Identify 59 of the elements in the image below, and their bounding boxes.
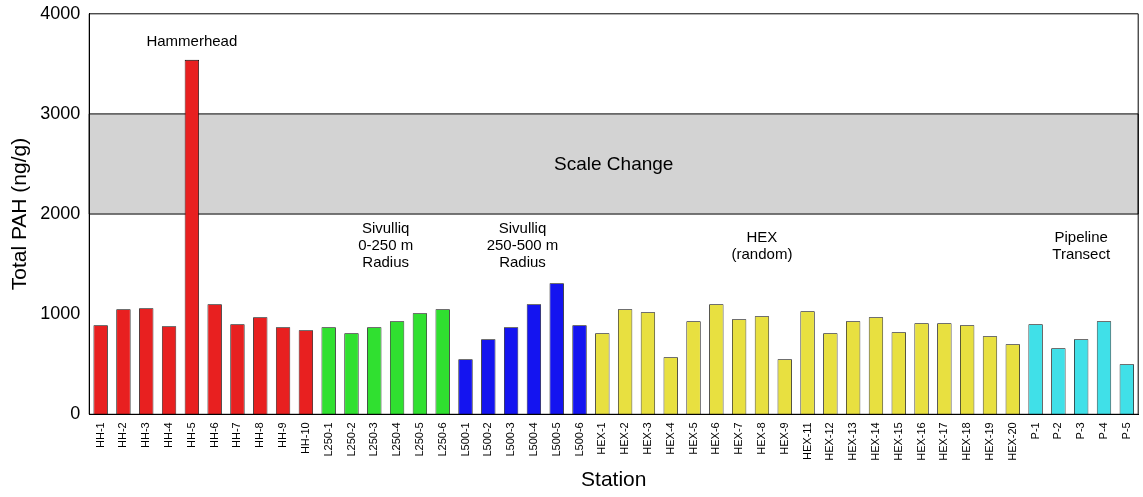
annotation: HEX (random)	[731, 227, 793, 262]
x-tick-label: P-3	[1074, 422, 1087, 440]
x-tick-label: HH-7	[230, 422, 243, 448]
x-tick-label: P-4	[1097, 422, 1110, 440]
x-tick-label: HEX-13	[846, 422, 859, 461]
x-tick-label: P-5	[1119, 422, 1132, 440]
annotation: Hammerhead	[146, 31, 238, 49]
x-tick-label: HH-6	[207, 422, 220, 448]
x-tick-label: HEX-14	[868, 422, 881, 461]
x-tick-label: L250-2	[344, 422, 357, 457]
x-tick-label: L500-1	[458, 422, 471, 457]
y-axis-title: Total PAH (ng/g)	[7, 137, 31, 291]
annotation: Sivulliq 250-500 m Radius	[486, 219, 559, 271]
x-tick-label: L250-1	[321, 422, 334, 457]
x-tick-label: HH-3	[139, 422, 152, 448]
x-tick-label: L250-5	[412, 422, 425, 457]
x-tick-label: L500-3	[504, 422, 517, 457]
x-tick-label: HEX-19	[983, 422, 996, 461]
x-tick-label: P-2	[1051, 422, 1064, 440]
x-tick-label: HEX-17	[937, 422, 950, 461]
y-tick-label: 4000	[40, 2, 81, 23]
band-label: Scale Change	[554, 153, 674, 175]
x-tick-label: HEX-5	[686, 422, 699, 455]
x-axis-title: Station	[581, 467, 647, 491]
x-tick-label: HH-1	[93, 422, 106, 448]
x-tick-label: HEX-15	[891, 422, 904, 461]
y-tick-label: 2000	[40, 203, 81, 224]
x-tick-label: HH-8	[253, 422, 266, 448]
x-tick-label: HH-4	[162, 422, 175, 448]
y-tick-label: 1000	[40, 303, 81, 324]
x-tick-label: HEX-6	[709, 422, 722, 455]
x-tick-label: HEX-3	[640, 422, 653, 455]
x-tick-label: L500-5	[549, 422, 562, 457]
x-tick-label: HH-10	[298, 422, 311, 455]
x-tick-label: HEX-7	[732, 422, 745, 455]
annotation: Pipeline Transect	[1052, 227, 1111, 262]
x-tick-label: HH-2	[116, 422, 129, 448]
x-tick-label: L500-6	[572, 422, 585, 457]
y-tick-label: 0	[70, 403, 81, 424]
x-tick-label: HEX-1	[595, 422, 608, 455]
x-tick-label: HEX-12	[823, 422, 836, 461]
x-tick-label: HEX-11	[800, 422, 813, 460]
y-tick-label: 3000	[40, 102, 81, 123]
x-tick-label: HEX-20	[1005, 422, 1018, 461]
x-tick-label: L250-6	[435, 422, 448, 457]
x-tick-label: HEX-16	[914, 422, 927, 461]
annotation: Sivulliq 0-250 m Radius	[358, 219, 414, 271]
x-tick-label: HEX-18	[960, 422, 973, 461]
x-tick-label: HEX-4	[663, 422, 676, 455]
x-tick-label: HH-5	[184, 422, 197, 448]
x-tick-label: L500-2	[481, 422, 494, 457]
x-tick-label: L500-4	[526, 422, 539, 457]
x-tick-label: HEX-9	[777, 422, 790, 455]
x-tick-label: P-1	[1028, 422, 1041, 440]
x-tick-label: L250-4	[390, 422, 403, 457]
x-tick-label: HH-9	[276, 422, 289, 448]
x-tick-label: HEX-8	[754, 422, 767, 455]
x-tick-label: L250-3	[367, 422, 380, 457]
x-tick-label: HEX-2	[618, 422, 631, 455]
